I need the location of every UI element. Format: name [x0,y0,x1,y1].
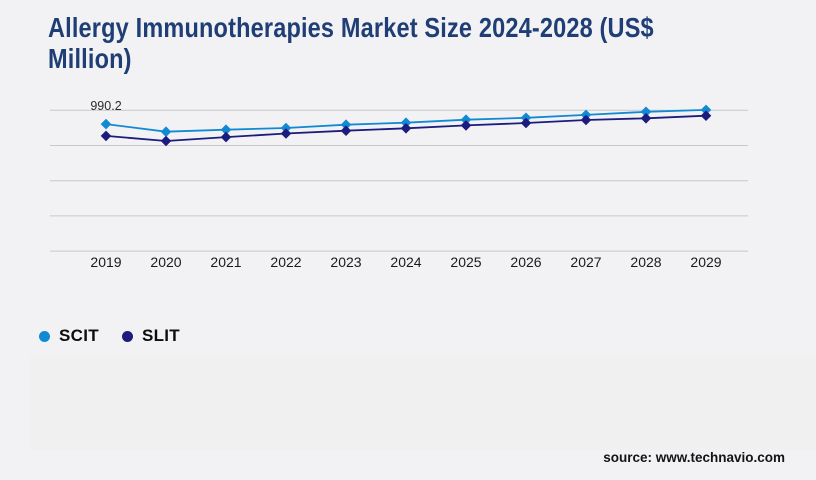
data-point-marker [220,124,232,135]
data-point-marker [460,120,472,131]
data-point-marker [280,128,292,139]
data-point-marker [340,125,352,136]
scit-series-dot-icon [39,330,50,342]
chart-title-line-1: Allergy Immunotherapies Market Size 2024… [48,12,654,43]
data-point-marker [640,113,652,124]
data-point-marker [160,126,172,137]
data-point-label: 990.2 [90,99,121,113]
data-point-marker [100,118,112,130]
x-axis: 2019 2020 2021 2022 2023 2024 2025 2026 2027 2028… [0,253,816,273]
data-point-marker [220,131,232,143]
data-point-marker [520,117,532,129]
data-point-marker [640,106,652,118]
watermark-panel [30,356,816,450]
data-point-marker [160,135,172,147]
legend-label-slit: SLIT [141,326,180,345]
slit-series-dot-icon [121,330,133,342]
data-point-marker [700,110,712,121]
x-axis-label: 2019 [90,254,122,270]
x-axis-label: 2027 [570,254,602,270]
x-axis-label: 2026 [510,254,542,270]
chart-title: Allergy Immunotherapies Market Size 2024… [48,12,654,74]
x-axis-label: 2022 [270,254,302,270]
chart-title-line-2: Million) [48,43,132,74]
chart-legend: SCIT SLIT [39,325,180,347]
data-point-marker [340,119,352,130]
x-axis-label: 2025 [450,254,482,270]
x-axis-label: 2021 [210,254,242,270]
data-point-marker [700,104,712,116]
data-point-marker [400,123,412,134]
data-point-marker [100,130,112,142]
x-axis-label: 2023 [330,254,362,270]
data-point-marker [460,114,472,125]
data-point-marker [400,117,412,128]
x-axis-label: 2029 [690,254,722,270]
x-axis-label: 2020 [150,254,182,270]
legend-label-scit: SCIT [59,326,99,345]
data-point-marker [580,114,592,126]
x-axis-label: 2028 [630,254,662,270]
line-chart-plot-area: 990.2 [50,99,748,252]
legend-item-scit: SCIT [39,326,99,346]
legend-item-slit: SLIT [121,326,180,346]
data-point-marker [280,122,292,134]
x-axis-label: 2024 [390,254,422,270]
source-credit: source: www.technavio.com [603,450,785,465]
